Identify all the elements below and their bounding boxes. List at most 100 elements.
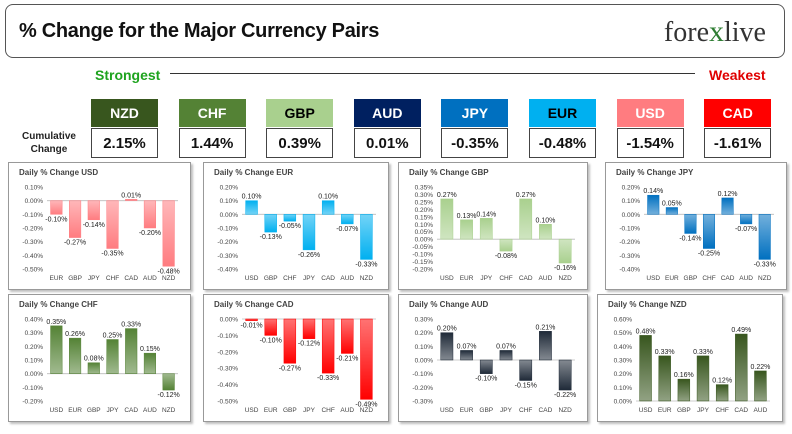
bar-usd — [647, 194, 660, 215]
bar-gbp — [87, 362, 100, 374]
data-label: 0.27% — [437, 192, 457, 199]
bar-cad — [735, 333, 748, 402]
currency-aud-cumulative-value: 0.01% — [353, 128, 421, 158]
bar-jpy — [302, 214, 316, 251]
bar-aud — [539, 224, 552, 240]
header-banner: % Change for the Major Currency Pairs fo… — [5, 4, 785, 58]
y-tick-label: 0.00% — [622, 212, 641, 219]
y-tick-label: -0.20% — [412, 267, 433, 274]
data-label: -0.26% — [298, 252, 320, 259]
y-tick-label: -0.40% — [619, 267, 640, 274]
chart-title: Daily % Change EUR — [214, 168, 294, 177]
data-label: 0.14% — [643, 188, 663, 195]
data-label: -0.16% — [554, 265, 576, 272]
bar-usd — [440, 198, 454, 240]
x-tick-label: USD — [639, 407, 653, 414]
y-tick-label: 0.10% — [25, 185, 44, 192]
bar-eur — [50, 200, 63, 215]
y-tick-label: -0.10% — [217, 333, 238, 340]
data-label: -0.14% — [83, 222, 105, 229]
data-label: -0.33% — [754, 261, 776, 268]
x-tick-label: GBP — [264, 275, 278, 282]
x-tick-label: EUR — [460, 407, 474, 414]
y-tick-label: -0.50% — [22, 267, 43, 274]
y-tick-label: -0.20% — [22, 399, 43, 406]
data-label: -0.33% — [317, 375, 339, 382]
data-label: 0.48% — [636, 328, 656, 335]
data-label: -0.27% — [279, 365, 301, 372]
bar-cad — [125, 328, 138, 374]
y-tick-label: 0.30% — [614, 358, 633, 365]
chart-title: Daily % Change AUD — [409, 300, 489, 309]
bar-cad — [721, 197, 734, 215]
bar-jpy — [87, 200, 100, 221]
chart-chf-svg: 0.40% 0.30% 0.20% 0.10% 0.00% -0.10% -0.20% 0.3… — [22, 317, 179, 415]
bar-nzd — [162, 200, 175, 267]
x-tick-label: CHF — [283, 275, 296, 282]
x-tick-label: USD — [440, 407, 454, 414]
x-tick-label: EUR — [68, 407, 82, 414]
x-tick-label: CHF — [519, 407, 532, 414]
x-tick-label: NZD — [558, 407, 572, 414]
y-tick-label: 0.40% — [25, 317, 44, 324]
data-label: 0.10% — [242, 194, 262, 201]
x-tick-label: CHF — [499, 275, 512, 282]
x-tick-label: EUR — [665, 275, 679, 282]
bar-cad — [321, 200, 335, 215]
chart-cad-svg: 0.00% -0.10% -0.20% -0.30% -0.40% -0.50% -0.01… — [217, 317, 377, 415]
x-tick-label: CAD — [321, 275, 335, 282]
y-tick-label: 0.30% — [415, 317, 434, 324]
data-label: -0.25% — [698, 251, 720, 258]
y-tick-label: 0.30% — [25, 330, 44, 337]
y-tick-label: -0.10% — [619, 226, 640, 233]
data-label: -0.35% — [101, 251, 123, 258]
bar-cad — [125, 199, 138, 201]
y-tick-label: -0.40% — [22, 253, 43, 260]
bar-aud — [740, 214, 753, 225]
bar-cad — [519, 198, 533, 240]
x-tick-label: NZD — [360, 407, 374, 414]
data-label: 0.05% — [662, 201, 682, 208]
x-tick-label: JPY — [500, 407, 513, 414]
y-tick-label: -0.30% — [22, 239, 43, 246]
bar-gbp — [479, 359, 493, 374]
data-label: 0.33% — [655, 349, 675, 356]
x-tick-label: CAD — [124, 407, 138, 414]
bar-usd — [245, 318, 258, 321]
x-tick-label: JPY — [697, 407, 710, 414]
x-tick-label: CAD — [539, 407, 553, 414]
x-tick-label: GBP — [677, 407, 691, 414]
x-tick-label: CAD — [734, 407, 748, 414]
x-tick-label: CHF — [106, 275, 119, 282]
data-label: -0.01% — [240, 323, 262, 330]
y-tick-label: 0.20% — [415, 330, 434, 337]
data-label: -0.07% — [735, 226, 757, 233]
y-tick-label: 0.10% — [220, 198, 239, 205]
bar-cad — [539, 331, 552, 361]
x-tick-label: NZD — [360, 275, 374, 282]
x-tick-label: CHF — [715, 407, 728, 414]
bar-gbp — [264, 214, 277, 233]
data-label: -0.15% — [515, 383, 537, 390]
currency-gbp-cumulative-value: 0.39% — [266, 128, 334, 158]
x-tick-label: USD — [49, 407, 63, 414]
x-tick-label: CAD — [721, 275, 735, 282]
data-label: -0.20% — [139, 230, 161, 237]
chart-panel-aud: Daily % Change AUD 0.30% 0.20% 0.10% 0.00% -0… — [398, 294, 588, 422]
y-tick-label: 0.20% — [220, 185, 239, 192]
chart-gbp-svg: 0.35%0.30%0.25%0.20%0.15%0.10%0.05%0.00%… — [412, 185, 576, 283]
bar-aud — [143, 200, 156, 229]
chart-panel-usd: Daily % Change USD 0.10% 0.00% -0.10% -0.20%… — [8, 162, 191, 290]
x-tick-label: CAD — [124, 275, 138, 282]
y-tick-label: -0.20% — [217, 349, 238, 356]
y-tick-label: 0.05% — [415, 229, 434, 236]
bar-nzd — [360, 318, 373, 400]
x-tick-label: CAD — [519, 275, 533, 282]
y-tick-label: 0.10% — [25, 358, 44, 365]
chart-panel-jpy: Daily % Change JPY 0.20% 0.10% 0.00% -0.10% -… — [605, 162, 787, 290]
currency-usd-header: USD — [616, 99, 684, 127]
bar-eur — [69, 337, 82, 374]
y-tick-label: 0.10% — [614, 385, 633, 392]
data-label: -0.33% — [355, 261, 377, 268]
y-tick-label: -0.20% — [217, 239, 238, 246]
